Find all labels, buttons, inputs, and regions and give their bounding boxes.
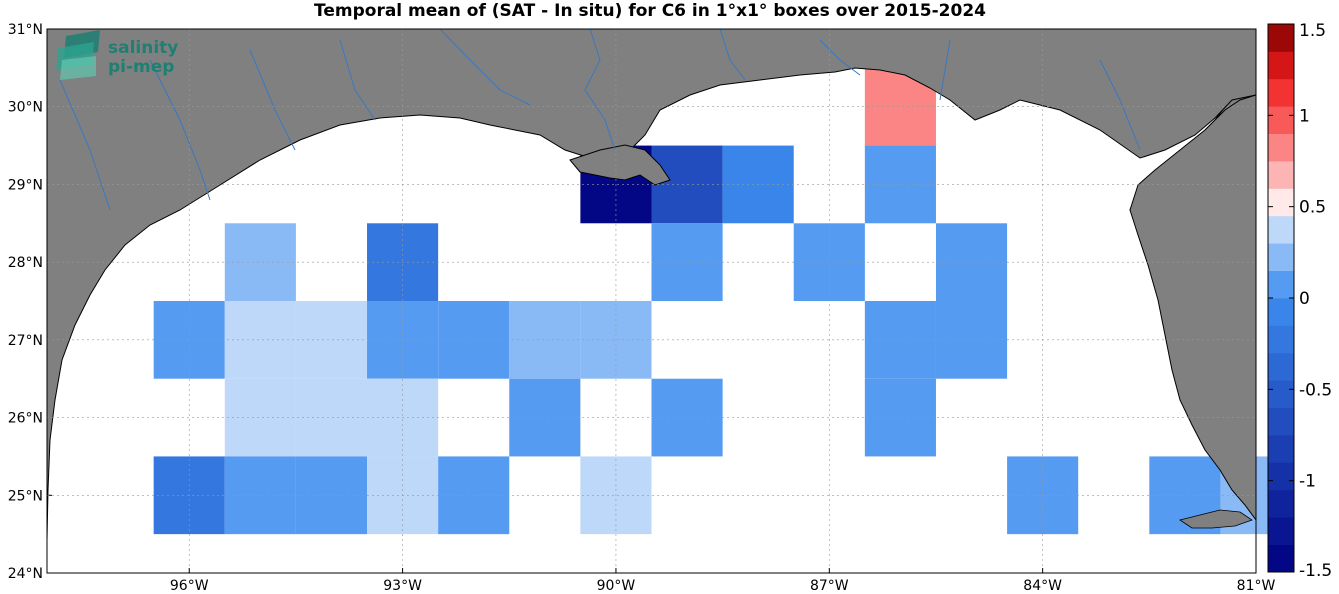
colorbar-tick-label: 1.5 — [1299, 21, 1326, 41]
river-colorado — [59, 79, 111, 211]
heatmap-cell — [935, 301, 1008, 379]
colorbar: 1.5 1 0.5 0 -0.5 -1 -1.5 — [1267, 21, 1332, 581]
land-delta-mississippi — [569, 144, 671, 186]
land-mass — [46, 28, 1257, 573]
y-tick-label: 29°N — [8, 177, 43, 193]
colorbar-segment — [1268, 352, 1294, 381]
x-tick-label: 90°W — [597, 578, 636, 594]
heatmap-cell — [224, 456, 296, 535]
heatmap-cell — [864, 145, 936, 224]
logo-mark-icon — [56, 30, 100, 80]
colorbar-segment — [1268, 133, 1294, 162]
colorbar-tick-label: 0 — [1299, 289, 1310, 309]
colorbar-segment — [1268, 325, 1294, 354]
land-florida-peninsula — [1129, 29, 1257, 573]
colorbar-segment — [1268, 188, 1294, 217]
colorbar-segment — [1268, 78, 1294, 107]
heatmap-cell — [224, 301, 296, 379]
x-tick-label: 87°W — [810, 578, 849, 594]
colorbar-segment — [1268, 544, 1294, 573]
colorbar-segment — [1268, 380, 1294, 408]
heatmap-cell — [224, 223, 296, 301]
colorbar-segment — [1268, 215, 1294, 244]
heatmap-cell — [295, 456, 368, 535]
y-tick-label: 31°N — [8, 22, 43, 38]
y-tick-label: 25°N — [8, 488, 43, 504]
y-tick-label: 28°N — [8, 255, 43, 271]
heatmap-cell — [295, 301, 368, 379]
river-sabine — [339, 39, 376, 121]
colorbar-ticks: 1.5 1 0.5 0 -0.5 -1 -1.5 — [1268, 21, 1332, 581]
heatmap-cell — [509, 378, 581, 457]
colorbar-segment — [1268, 517, 1294, 545]
river-trinity — [249, 49, 296, 151]
land-florida-keys — [1179, 509, 1253, 529]
colorbar-tick-label: -1 — [1299, 472, 1316, 492]
map-frame — [46, 28, 1257, 574]
rivers — [59, 28, 1141, 211]
colorbar-segment — [1268, 462, 1294, 491]
colorbar-tick-label: 1 — [1299, 106, 1310, 126]
y-tick-label: 27°N — [8, 333, 43, 349]
colorbar-tick-label: -1.5 — [1299, 561, 1332, 581]
colorbar-tick-label: 0.5 — [1299, 198, 1326, 218]
river-red — [439, 28, 531, 106]
heatmap-cell — [864, 378, 936, 457]
heatmap-cell — [509, 301, 581, 379]
colorbar-segment — [1268, 161, 1294, 189]
river-brazos — [149, 59, 211, 201]
y-tick-label: 26°N — [8, 411, 43, 427]
colorbar-segment — [1268, 298, 1294, 326]
y-tick-label: 30°N — [8, 100, 43, 116]
heatmap-cell — [864, 301, 936, 379]
river-apalachicola — [939, 39, 951, 101]
colorbar-tick-label: -0.5 — [1299, 380, 1332, 400]
y-tick-label: 24°N — [8, 566, 43, 582]
colorbar-segment — [1268, 407, 1294, 436]
x-tick-label: 93°W — [383, 578, 422, 594]
logo-line-1: salinity — [108, 38, 178, 58]
x-tick-label: 84°W — [1023, 578, 1062, 594]
x-tick-label: 81°W — [1237, 578, 1276, 594]
heatmap-cell — [224, 378, 296, 457]
colorbar-segments — [1268, 24, 1294, 573]
colorbar-segment — [1268, 489, 1294, 518]
chart-title: Temporal mean of (SAT - In situ) for C6 … — [314, 1, 986, 21]
heatmap-cell — [295, 378, 368, 457]
y-axis-ticks: 24°N 25°N 26°N 27°N 28°N 29°N 30°N 31°N — [8, 22, 52, 582]
logo-line-2: pi-mep — [108, 57, 174, 77]
map-area[interactable]: 24°N 25°N 26°N 27°N 28°N 29°N 30°N 31°N 96°W 93°… — [8, 22, 1292, 594]
colorbar-segment — [1268, 243, 1294, 271]
river-alabama — [819, 39, 861, 76]
heatmap-cell — [935, 223, 1008, 301]
river-mobile — [719, 28, 746, 81]
colorbar-segment — [1268, 106, 1294, 134]
x-axis-ticks: 96°W 93°W 90°W 87°W 84°W 81°W — [170, 568, 1276, 594]
river-mississippi — [584, 28, 616, 151]
colorbar-segment — [1268, 24, 1294, 52]
x-tick-label: 96°W — [170, 578, 209, 594]
colorbar-segment — [1268, 270, 1294, 299]
colorbar-segment — [1268, 435, 1294, 463]
salinity-pi-mep-logo: salinity pi-mep — [56, 30, 178, 80]
colorbar-segment — [1268, 51, 1294, 80]
river-suwannee — [1099, 59, 1141, 151]
